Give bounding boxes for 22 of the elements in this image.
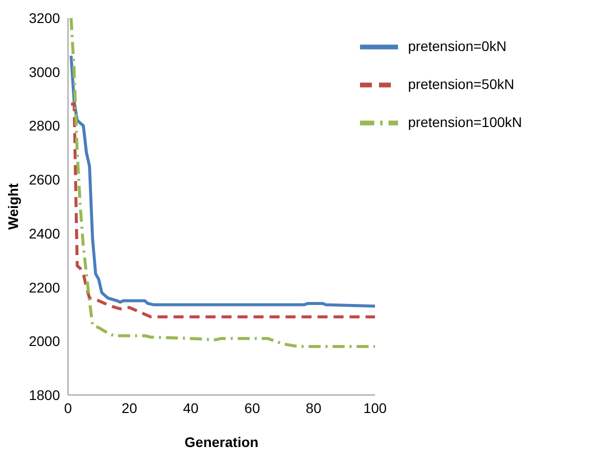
y-tick-label: 3200 <box>28 10 60 26</box>
legend-label: pretension=100kN <box>408 114 522 130</box>
y-tick-label: 3000 <box>28 64 60 80</box>
x-tick-label: 0 <box>64 400 72 416</box>
x-tick-label: 100 <box>363 400 387 416</box>
x-tick-label: 60 <box>244 400 260 416</box>
y-axis-title: Weight <box>4 182 21 230</box>
y-tick-label: 2200 <box>28 279 60 296</box>
y-tick-label: 2600 <box>28 172 60 188</box>
legend-label: pretension=0kN <box>408 38 506 54</box>
x-tick-label: 80 <box>306 400 322 416</box>
x-tick-label: 20 <box>122 400 138 416</box>
y-tick-label: 1800 <box>28 386 60 403</box>
line-series <box>70 102 375 318</box>
x-tick-label: 40 <box>183 400 199 416</box>
line-series <box>70 54 375 308</box>
legend-label: pretension=50kN <box>408 76 514 92</box>
y-tick-label: 2400 <box>28 225 60 242</box>
line-series <box>70 18 375 348</box>
y-tick-label: 2000 <box>28 333 60 350</box>
x-axis-title: Generation <box>184 434 258 450</box>
y-tick-label: 2800 <box>28 118 60 134</box>
